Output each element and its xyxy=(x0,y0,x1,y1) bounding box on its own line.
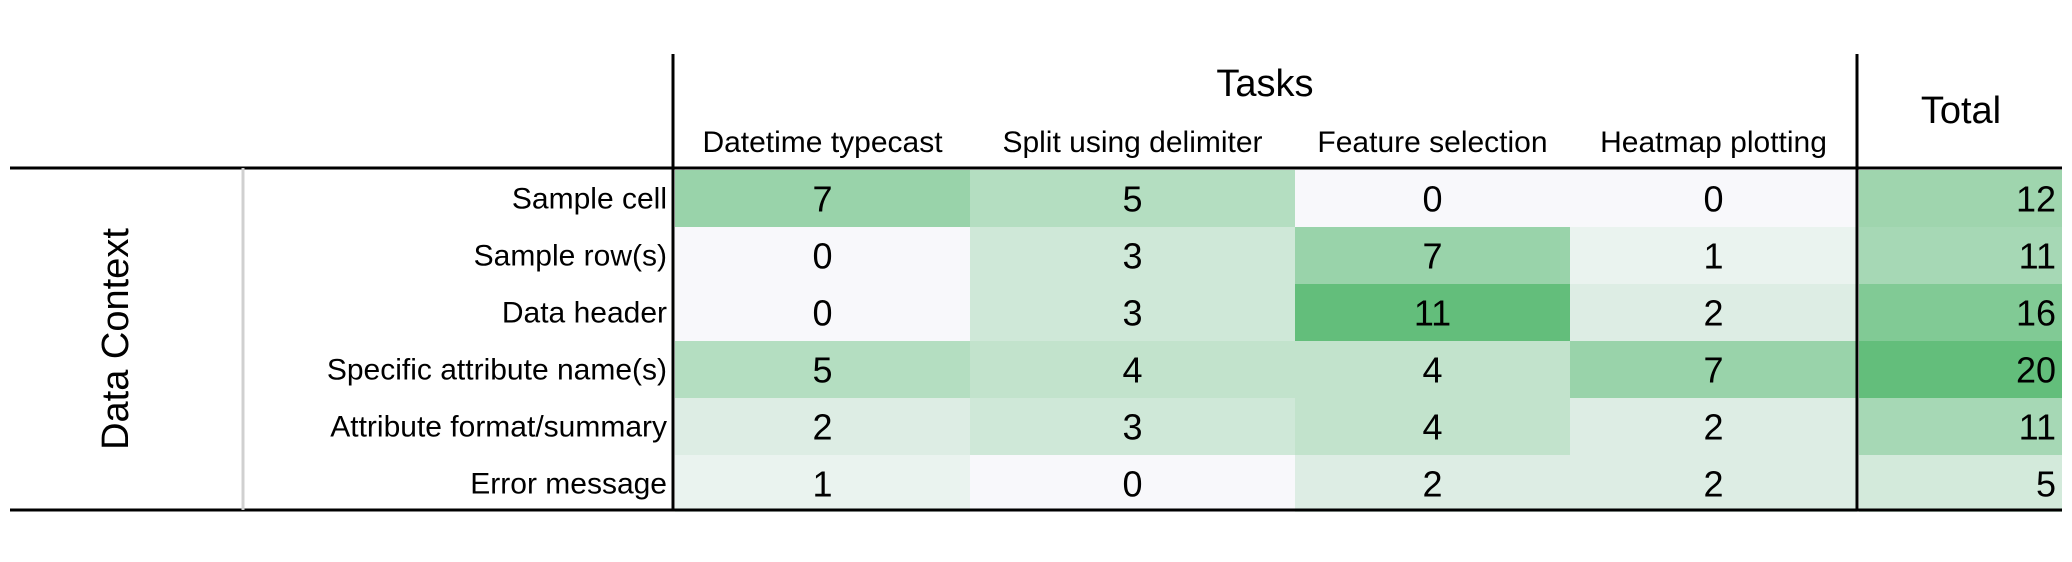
cell-value: 4 xyxy=(1422,407,1442,448)
heatmap-cell xyxy=(970,398,1295,455)
cell-value: 2 xyxy=(1422,464,1442,505)
heatmap-cell xyxy=(1295,398,1570,455)
cell-value: 11 xyxy=(1414,293,1451,334)
total-value: 12 xyxy=(2016,179,2056,220)
total-value: 20 xyxy=(2016,350,2056,391)
cell-value: 2 xyxy=(1703,464,1723,505)
cell-value: 3 xyxy=(1122,236,1142,277)
row-label: Specific attribute name(s) xyxy=(327,354,667,387)
total-cell xyxy=(1859,341,2062,398)
cell-value: 0 xyxy=(812,293,832,334)
heatmap-cell xyxy=(970,227,1295,284)
cell-value: 2 xyxy=(1703,293,1723,334)
heatmap-cell xyxy=(1295,227,1570,284)
heatmap-cell xyxy=(1570,227,1857,284)
total-cells xyxy=(1859,170,2062,512)
cell-value: 5 xyxy=(1122,179,1142,220)
cell-value: 3 xyxy=(1122,293,1142,334)
cell-value: 0 xyxy=(1422,179,1442,220)
data-context-label: Data Context xyxy=(95,228,137,450)
heatmap-cell xyxy=(1570,170,1857,227)
total-header: Total xyxy=(1921,90,2001,132)
heatmap-cell xyxy=(675,341,970,398)
cell-value: 3 xyxy=(1122,407,1142,448)
heatmap-cell xyxy=(970,455,1295,512)
cell-value: 2 xyxy=(1703,407,1723,448)
heatmap-cell xyxy=(1295,284,1570,341)
total-cell xyxy=(1859,284,2062,341)
total-cell xyxy=(1859,227,2062,284)
cell-value: 1 xyxy=(812,464,832,505)
row-labels: Sample cell Sample row(s) Data header Speci… xyxy=(327,183,667,501)
heatmap-cell xyxy=(675,284,970,341)
heatmap-cells xyxy=(675,170,1857,512)
total-value-labels: 12 11 16 20 11 5 xyxy=(2016,179,2056,505)
heatmap-cell xyxy=(675,455,970,512)
cell-value: 4 xyxy=(1422,350,1442,391)
cell-value: 1 xyxy=(1703,236,1723,277)
total-value: 16 xyxy=(2016,293,2056,334)
heatmap-cell xyxy=(970,170,1295,227)
column-header: Split using delimiter xyxy=(1002,126,1262,159)
row-label: Attribute format/summary xyxy=(330,411,667,444)
total-value: 11 xyxy=(2019,407,2056,448)
heatmap-cell xyxy=(675,170,970,227)
row-label: Error message xyxy=(470,468,667,501)
column-headers: Datetime typecast Split using delimiter Fe… xyxy=(702,126,1826,159)
heatmap-cell xyxy=(1295,170,1570,227)
total-value: 11 xyxy=(2019,236,2056,277)
cell-value: 7 xyxy=(812,179,832,220)
heatmap-cell xyxy=(675,398,970,455)
cell-value: 0 xyxy=(1703,179,1723,220)
column-header: Feature selection xyxy=(1317,126,1547,159)
heatmap-cell xyxy=(1570,341,1857,398)
cell-value: 7 xyxy=(1422,236,1442,277)
column-header: Datetime typecast xyxy=(702,126,943,159)
total-cell xyxy=(1859,455,2062,512)
cell-value: 7 xyxy=(1703,350,1723,391)
heatmap-cell xyxy=(675,227,970,284)
heatmap-cell xyxy=(1295,455,1570,512)
cell-value: 4 xyxy=(1122,350,1142,391)
row-label: Data header xyxy=(502,297,667,330)
heatmap-cell xyxy=(1570,455,1857,512)
cell-value: 2 xyxy=(812,407,832,448)
cell-value-labels: 7 5 0 0 0 3 7 1 0 3 11 2 5 4 4 7 2 3 4 2 1 0 2 2 xyxy=(812,179,1723,505)
cell-value: 0 xyxy=(812,236,832,277)
heatmap-cell xyxy=(1570,284,1857,341)
row-label: Sample row(s) xyxy=(474,240,667,273)
column-header: Heatmap plotting xyxy=(1600,126,1827,159)
heatmap-cell xyxy=(1570,398,1857,455)
cell-value: 0 xyxy=(1122,464,1142,505)
heatmap-cell xyxy=(1295,341,1570,398)
heatmap-cell xyxy=(970,341,1295,398)
total-value: 5 xyxy=(2036,464,2056,505)
tasks-header: Tasks xyxy=(1216,63,1313,105)
total-cell xyxy=(1859,170,2062,227)
heatmap-cell xyxy=(970,284,1295,341)
cell-value: 5 xyxy=(812,350,832,391)
row-label: Sample cell xyxy=(512,183,667,216)
total-cell xyxy=(1859,398,2062,455)
